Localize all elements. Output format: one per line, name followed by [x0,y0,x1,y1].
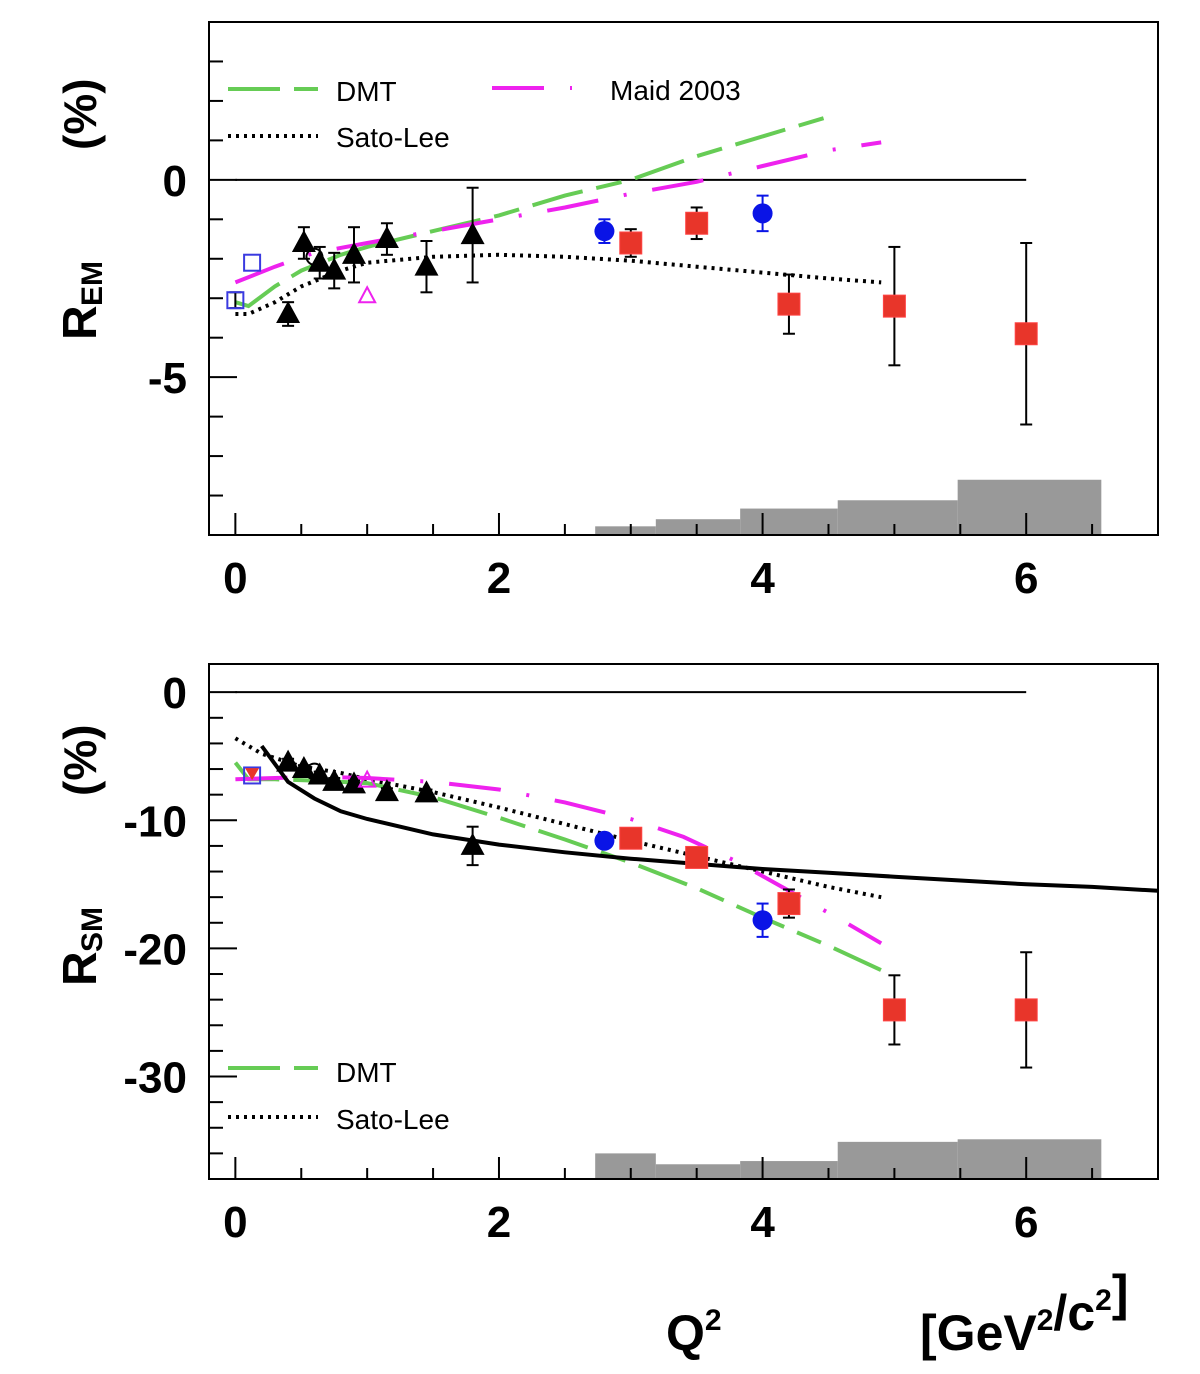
data-point-blue-circle [752,203,773,224]
data-point-triangle [414,780,439,803]
y-tick-label: 0 [163,669,187,718]
rsm-legend: DMT Sato-Lee [228,1057,450,1135]
rsm-y-label-sub: SM [76,907,109,952]
x-tick-label: 4 [750,1198,775,1247]
data-point-triangle [414,253,439,276]
sato-lee-curve [234,736,882,900]
dmt-curve [233,761,883,973]
x-tick-label: 2 [487,554,511,603]
systematic-error-band [655,1164,741,1179]
data-point-open-triangle [357,769,377,788]
data-point-triangle [322,768,347,791]
data-point-triangle [341,771,366,794]
maid-2003-curve [234,140,882,285]
data-point-red-square [777,892,801,916]
plot-frame [208,21,1159,536]
y-tick-label: -5 [148,354,187,403]
systematic-error-band [837,500,958,535]
x-tick-label: 2 [487,1198,511,1247]
data-point-triangle [291,756,316,779]
rsm-y-label-unit: (%) [54,724,106,796]
y-tick-label: 0 [163,157,187,206]
data-point-red-square [685,845,709,869]
legend-label-dmt: DMT [336,1057,397,1088]
systematic-error-band [655,519,741,535]
x-axis-label: Q2 [666,1304,722,1361]
data-point-open-square [243,766,262,785]
data-point-triangle [307,249,332,272]
data-point-red-square [685,211,709,235]
systematic-error-band [957,1139,1102,1179]
data-point-open-circle [305,247,324,266]
y-tick-label: -10 [123,797,187,846]
data-point-triangle [291,229,316,252]
data-point-open-circle [305,762,324,781]
data-point-triangle [374,779,399,802]
data-point-red-square [619,231,643,255]
data-point-red-square [777,292,801,316]
data-point-triangle [276,749,301,772]
data-point-triangle [460,832,485,855]
plot-frame [208,663,1159,1180]
rsm-axis-title: R SM (%) [54,724,109,986]
rsm-y-label-main: R [54,951,107,986]
systematic-error-band [740,1161,838,1179]
data-point-inverted-triangle [245,768,260,781]
data-point-open-triangle [357,285,377,304]
rem-y-label-unit: (%) [54,78,106,150]
rem-axis-title: R EM (%) [54,78,109,340]
panel-rsm: 0 -10 -20 -30 0 2 4 6 [123,663,1159,1247]
x-tick-label: 6 [1014,554,1038,603]
data-point-triangle [374,226,399,249]
data-point-red-square [1014,322,1038,346]
y-tick-label: -20 [123,925,187,974]
data-point-red-square [619,826,643,850]
data-point-red-square [882,294,906,318]
x-tick-label: 0 [223,554,247,603]
legend-label-dmt: DMT [336,76,397,107]
data-point-red-square [882,998,906,1022]
dmt-curve [234,114,830,309]
systematic-error-band [595,526,656,535]
data-point-triangle [341,241,366,264]
solid-model-curve [260,744,1159,893]
x-axis-unit: [GeV2/c2] [920,1265,1128,1361]
rem-y-label-main: R [54,305,107,340]
data-point-triangle [460,222,485,245]
x-tick-label: 0 [223,1198,247,1247]
systematic-error-band [595,1153,656,1179]
data-point-open-square [243,253,262,272]
data-point-open-square [226,291,245,310]
panel-rem: 0 -5 0 2 4 6 [148,21,1159,603]
y-tick-label: -30 [123,1054,187,1103]
data-point-triangle [322,257,347,280]
systematic-error-band [740,508,838,535]
rem-y-label-sub: EM [76,261,109,306]
legend-label-sato-lee: Sato-Lee [336,122,450,153]
data-point-blue-circle [594,830,615,851]
systematic-error-band [837,1141,958,1179]
systematic-error-band [957,479,1102,535]
data-point-triangle [276,301,301,324]
x-tick-label: 6 [1014,1198,1038,1247]
sato-lee-curve [235,252,882,316]
data-point-red-square [1014,998,1038,1022]
legend-label-maid: Maid 2003 [610,75,741,106]
legend-label-sato-lee: Sato-Lee [336,1104,450,1135]
rem-legend: DMT Sato-Lee Maid 2003 [228,75,741,153]
data-point-blue-circle [752,910,773,931]
x-tick-label: 4 [750,554,775,603]
data-point-blue-circle [594,221,615,242]
